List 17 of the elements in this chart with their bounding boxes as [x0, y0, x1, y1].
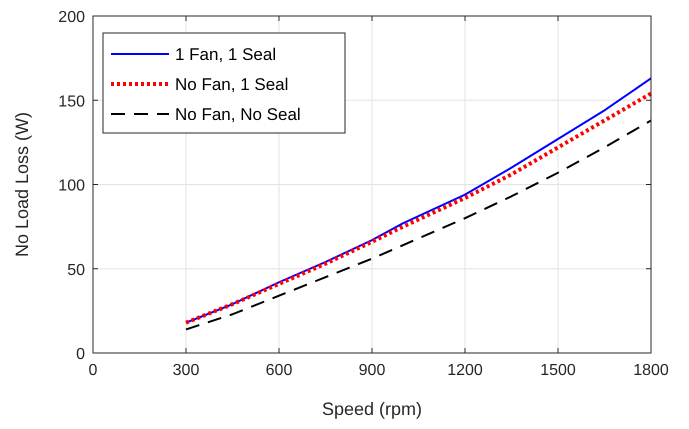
x-tick-label: 1500: [540, 362, 576, 379]
x-tick-label: 1800: [633, 362, 669, 379]
y-axis-title: No Load Loss (W): [12, 112, 32, 258]
legend-label: No Fan, 1 Seal: [175, 75, 288, 94]
legend-label: 1 Fan, 1 Seal: [175, 45, 276, 64]
x-axis-title: Speed (rpm): [322, 399, 422, 419]
y-tick-label: 0: [76, 346, 86, 363]
x-tick-label: 0: [88, 362, 98, 379]
x-tick-label: 600: [266, 362, 292, 379]
x-tick-label: 900: [358, 362, 386, 379]
legend-label: No Fan, No Seal: [175, 105, 301, 124]
y-tick-label: 50: [67, 262, 86, 279]
y-tick-label: 100: [58, 178, 86, 194]
y-tick-label: 150: [58, 93, 86, 110]
x-tick-label: 300: [172, 362, 200, 379]
y-tick-label: 200: [58, 9, 86, 26]
x-tick-label: 1200: [447, 362, 483, 379]
